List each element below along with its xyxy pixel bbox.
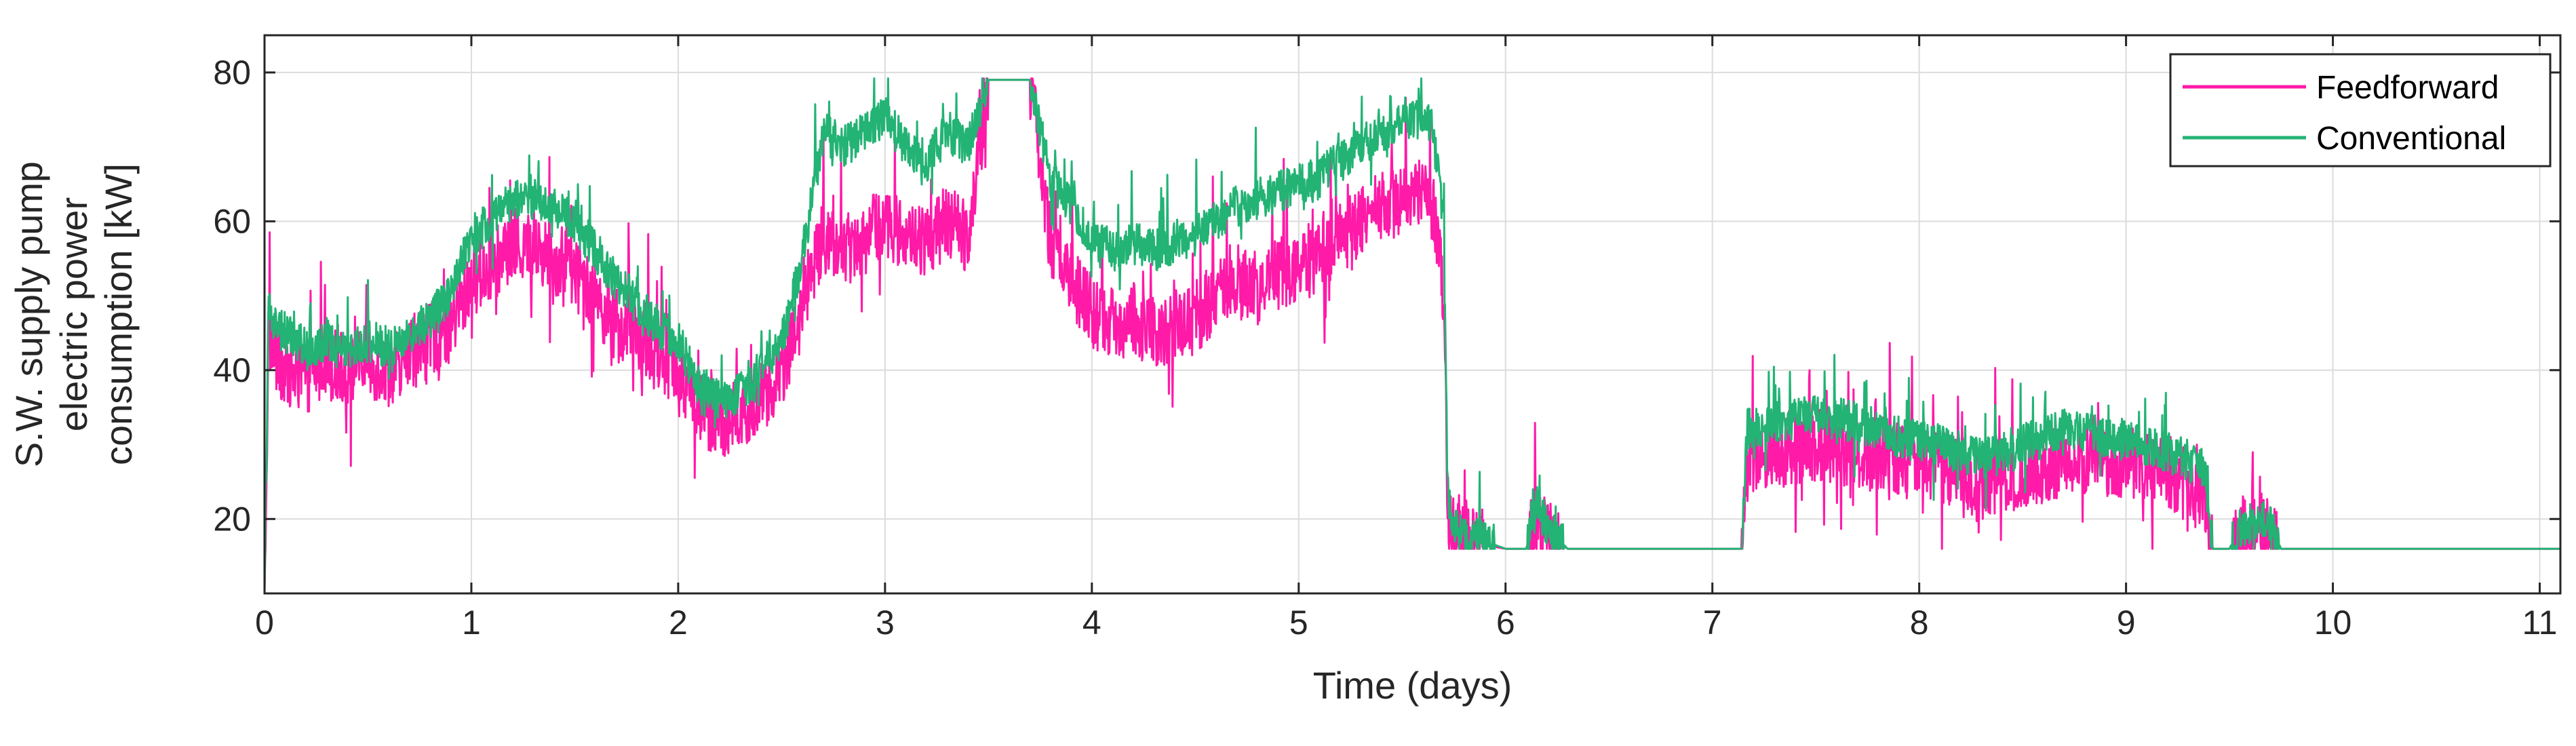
tick-labels: 0 1 2 3 4 5 6 7 8 9 10 11 20 40 60 80 [213,54,2557,642]
x-tick-label-11: 11 [2522,604,2558,642]
y-tick-label-0: 20 [213,500,251,538]
x-tick-label-3: 3 [876,604,895,642]
series-layer [263,77,2561,594]
plot-area-frame [263,34,2562,595]
x-tick-label-9: 9 [2117,604,2136,642]
x-tick-label-4: 4 [1082,604,1101,642]
y-axis-label-line-1: electric power [52,197,95,431]
series-line-conventional [263,77,2561,594]
axis-ticks [263,35,2560,593]
x-tick-label-2: 2 [669,604,688,642]
x-tick-label-5: 5 [1289,604,1308,642]
x-tick-label-8: 8 [1910,604,1929,642]
legend-box [2169,53,2552,168]
legend-label-conventional: Conventional [2316,121,2506,157]
legend-label-feedforward: Feedforward [2316,70,2499,106]
x-tick-label-6: 6 [1496,604,1515,642]
x-tick-label-10: 10 [2314,604,2352,642]
y-axis-label-line-0: S.W. supply pump [7,161,50,467]
x-axis-label: Time (days) [1313,664,1513,707]
y-tick-label-3: 80 [213,54,251,92]
legend: Feedforward Conventional [2169,53,2552,168]
x-tick-label-0: 0 [255,604,274,642]
x-tick-label-7: 7 [1703,604,1722,642]
x-tick-label-1: 1 [462,604,481,642]
y-axis-label-line-2: consumption [kW] [97,163,140,465]
y-tick-label-1: 40 [213,351,251,389]
y-axis-label: S.W. supply pumpelectric powerconsumptio… [7,161,140,467]
y-tick-label-2: 60 [213,202,251,240]
